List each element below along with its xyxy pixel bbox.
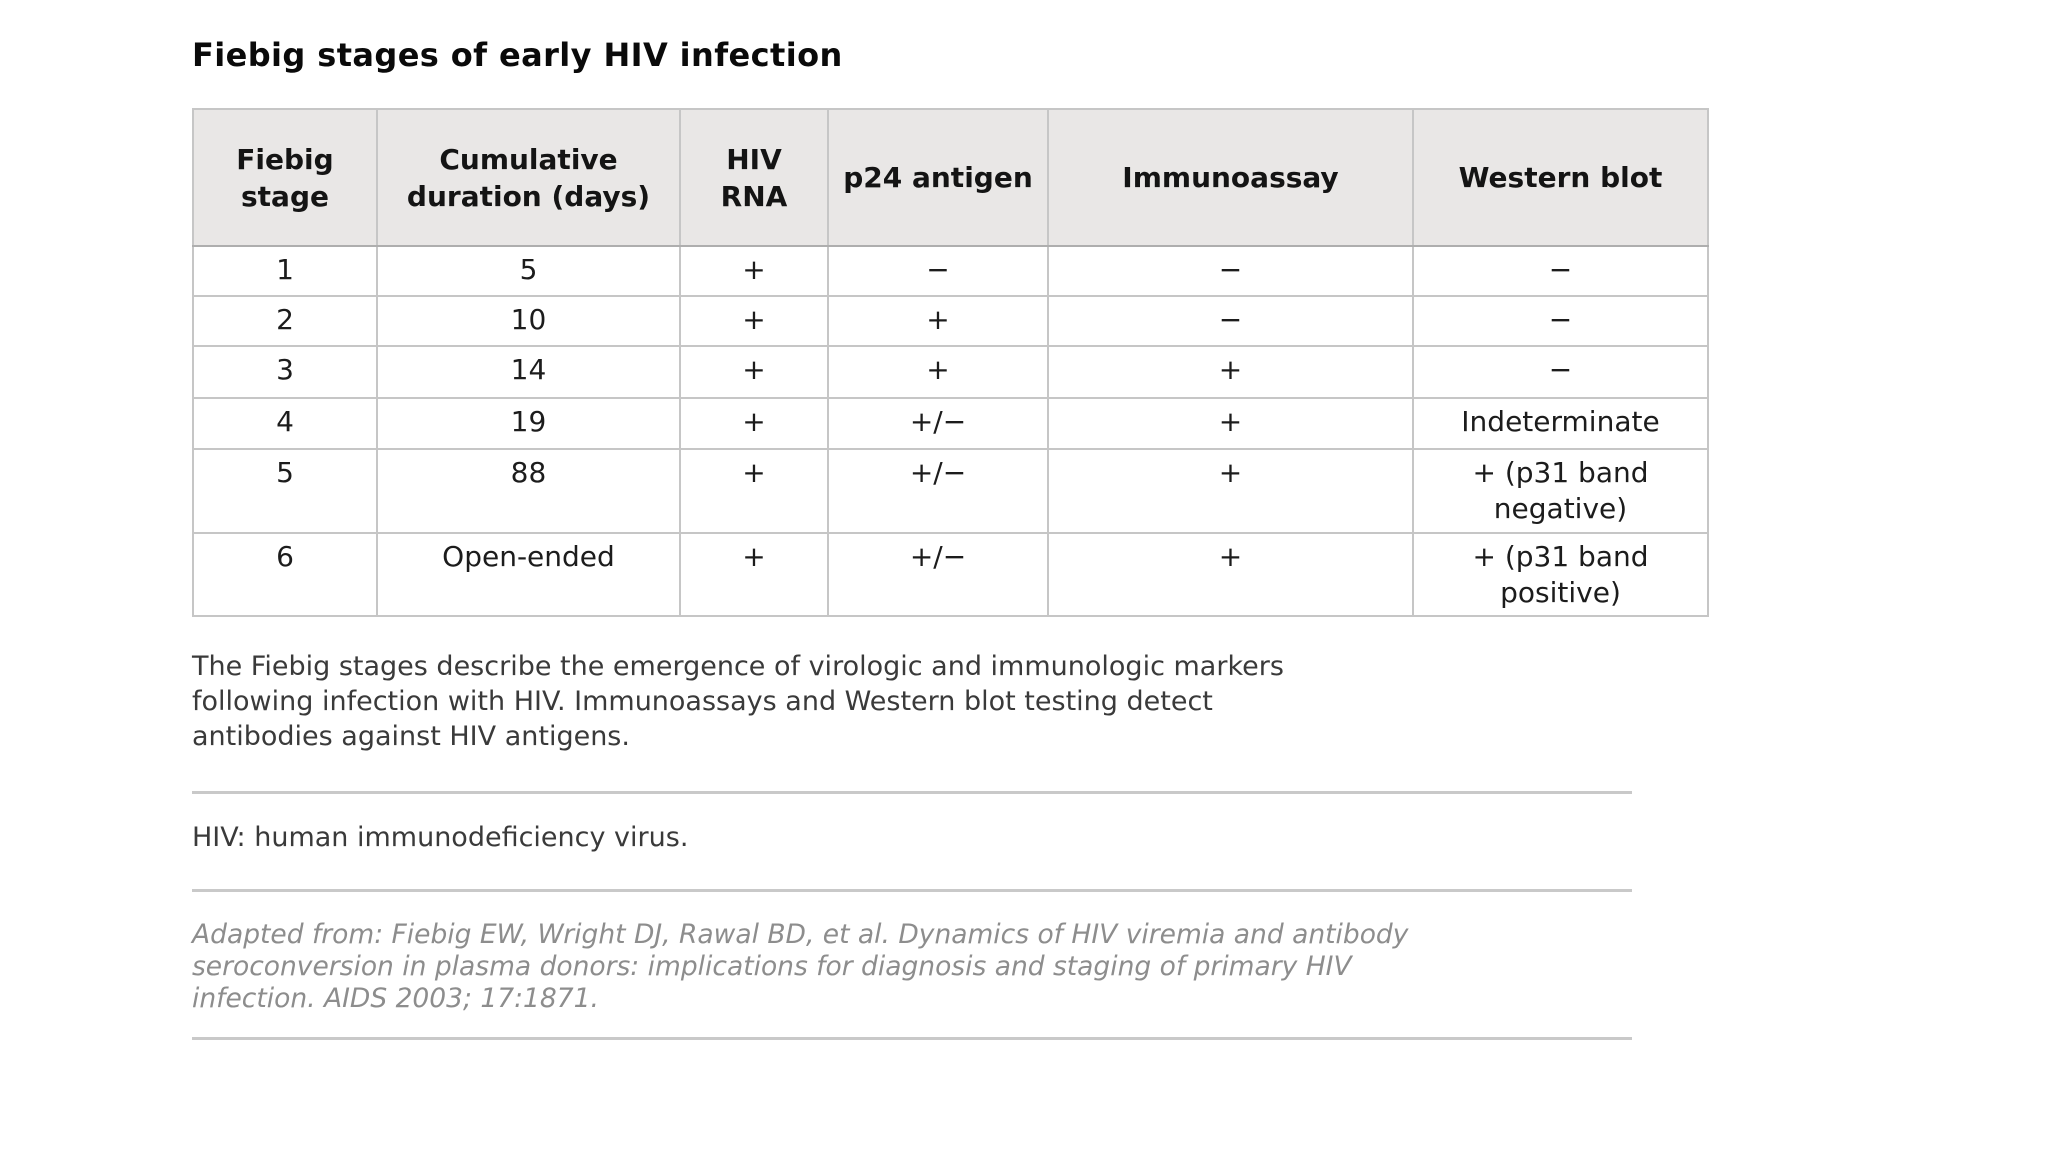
abbreviation-note: HIV: human immunodeficiency virus. [192, 822, 689, 853]
cell-duration: Open-ended [376, 532, 681, 617]
cell-stage: 6 [192, 532, 378, 617]
cell-duration: 19 [376, 397, 681, 450]
cell-duration: 5 [376, 245, 681, 297]
fiebig-stages-table: Fiebig stage Cumulative duration (days) … [192, 108, 1709, 617]
cell-p24-antigen: +/− [827, 532, 1049, 617]
cell-p24-antigen: +/− [827, 397, 1049, 450]
table-row-stage-1: 1 5 + − − − [192, 245, 1709, 297]
cell-stage: 3 [192, 345, 378, 399]
cell-immunoassay: − [1047, 245, 1414, 297]
citation-line: Adapted from: Fiebig EW, Wright DJ, Rawa… [192, 919, 1409, 950]
cell-p24-antigen: + [827, 295, 1049, 347]
cell-immunoassay: − [1047, 295, 1414, 347]
description-line: antibodies against HIV antigens. [192, 721, 630, 752]
cell-western-blot: − [1412, 295, 1709, 347]
cell-duration: 10 [376, 295, 681, 347]
col-header-fiebig-stage: Fiebig stage [192, 108, 378, 247]
table-row-stage-3: 3 14 + + + − [192, 345, 1709, 399]
cell-stage: 4 [192, 397, 378, 450]
cell-hiv-rna: + [679, 397, 829, 450]
divider [192, 889, 1632, 892]
cell-western-blot: Indeterminate [1412, 397, 1709, 450]
cell-western-blot: − [1412, 345, 1709, 399]
table-header-row: Fiebig stage Cumulative duration (days) … [192, 108, 1709, 247]
cell-western-blot: − [1412, 245, 1709, 297]
table-row-stage-4: 4 19 + +/− + Indeterminate [192, 397, 1709, 450]
cell-hiv-rna: + [679, 448, 829, 534]
table-row-stage-2: 2 10 + + − − [192, 295, 1709, 347]
citation-line: infection. AIDS 2003; 17:1871. [192, 983, 599, 1014]
cell-duration: 88 [376, 448, 681, 534]
citation-note: Adapted from: Fiebig EW, Wright DJ, Rawa… [192, 919, 1812, 1015]
col-header-western-blot: Western blot [1412, 108, 1709, 247]
cell-stage: 1 [192, 245, 378, 297]
col-header-hiv-rna: HIV RNA [679, 108, 829, 247]
cell-western-blot: + (p31 band negative) [1412, 448, 1709, 534]
divider [192, 1037, 1632, 1040]
description-line: The Fiebig stages describe the emergence… [192, 651, 1284, 682]
cell-immunoassay: + [1047, 448, 1414, 534]
cell-hiv-rna: + [679, 532, 829, 617]
cell-immunoassay: + [1047, 397, 1414, 450]
page-title: Fiebig stages of early HIV infection [192, 36, 843, 74]
cell-hiv-rna: + [679, 245, 829, 297]
cell-p24-antigen: − [827, 245, 1049, 297]
cell-immunoassay: + [1047, 532, 1414, 617]
citation-line: seroconversion in plasma donors: implica… [192, 951, 1352, 982]
cell-p24-antigen: + [827, 345, 1049, 399]
col-header-cumulative-duration: Cumulative duration (days) [376, 108, 681, 247]
cell-duration: 14 [376, 345, 681, 399]
content-column: Fiebig stages of early HIV infection Fie… [192, 0, 1812, 1040]
cell-stage: 2 [192, 295, 378, 347]
cell-p24-antigen: +/− [827, 448, 1049, 534]
cell-western-blot: + (p31 band positive) [1412, 532, 1709, 617]
cell-hiv-rna: + [679, 295, 829, 347]
description-line: following infection with HIV. Immunoassa… [192, 686, 1213, 717]
cell-stage: 5 [192, 448, 378, 534]
col-header-p24-antigen: p24 antigen [827, 108, 1049, 247]
divider [192, 791, 1632, 794]
cell-hiv-rna: + [679, 345, 829, 399]
table-row-stage-6: 6 Open-ended + +/− + + (p31 band positiv… [192, 532, 1709, 617]
cell-immunoassay: + [1047, 345, 1414, 399]
col-header-immunoassay: Immunoassay [1047, 108, 1414, 247]
table-row-stage-5: 5 88 + +/− + + (p31 band negative) [192, 448, 1709, 534]
table-description: The Fiebig stages describe the emergence… [192, 649, 1812, 754]
